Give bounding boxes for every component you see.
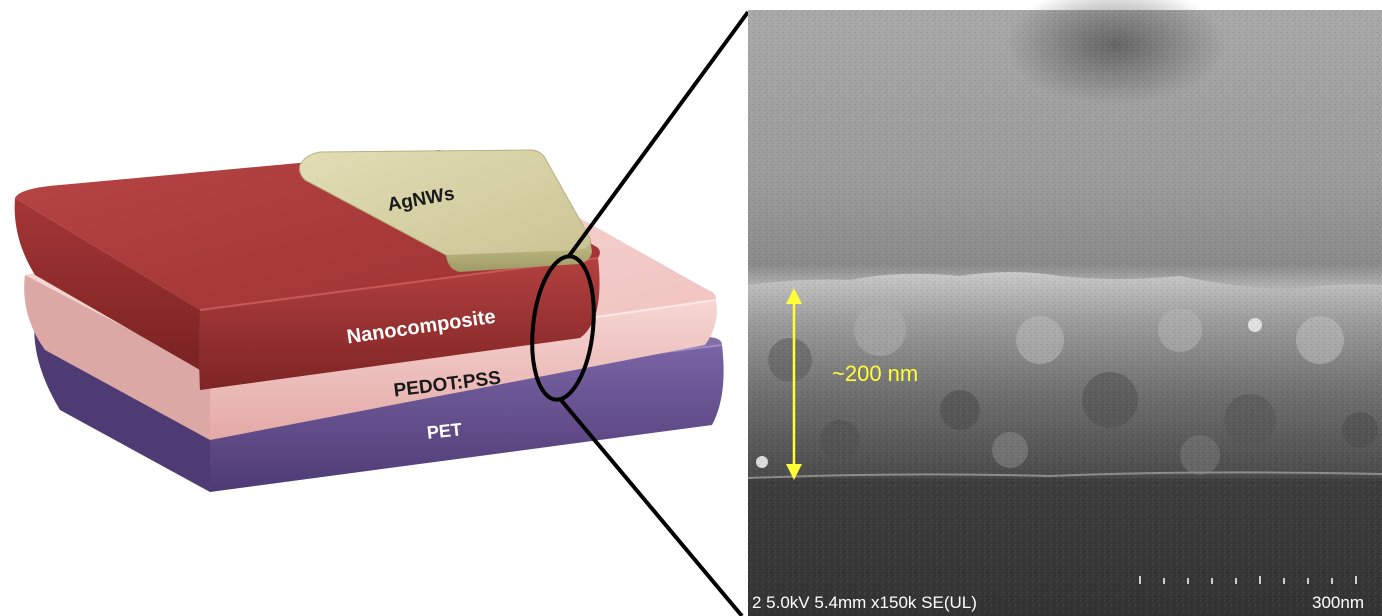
scale-bar xyxy=(1139,576,1357,584)
zoom-line-bottom xyxy=(559,398,744,616)
thickness-label: ~200 nm xyxy=(832,361,918,386)
thickness-arrow xyxy=(786,288,802,480)
pet-label: PET xyxy=(426,419,463,443)
zoom-line-top xyxy=(567,10,750,258)
sem-info-bar: 2 5.0kV 5.4mm x150k SE(UL) xyxy=(752,593,977,612)
sem-micrograph: ~200 nm 2 5.0kV 5.4mm x150k SE(UL) 300nm xyxy=(747,0,1382,616)
layer-stack-schematic: AgNWs Nanocomposite PEDOT:PSS PET xyxy=(14,149,724,492)
scale-bar-label: 300nm xyxy=(1312,593,1364,612)
